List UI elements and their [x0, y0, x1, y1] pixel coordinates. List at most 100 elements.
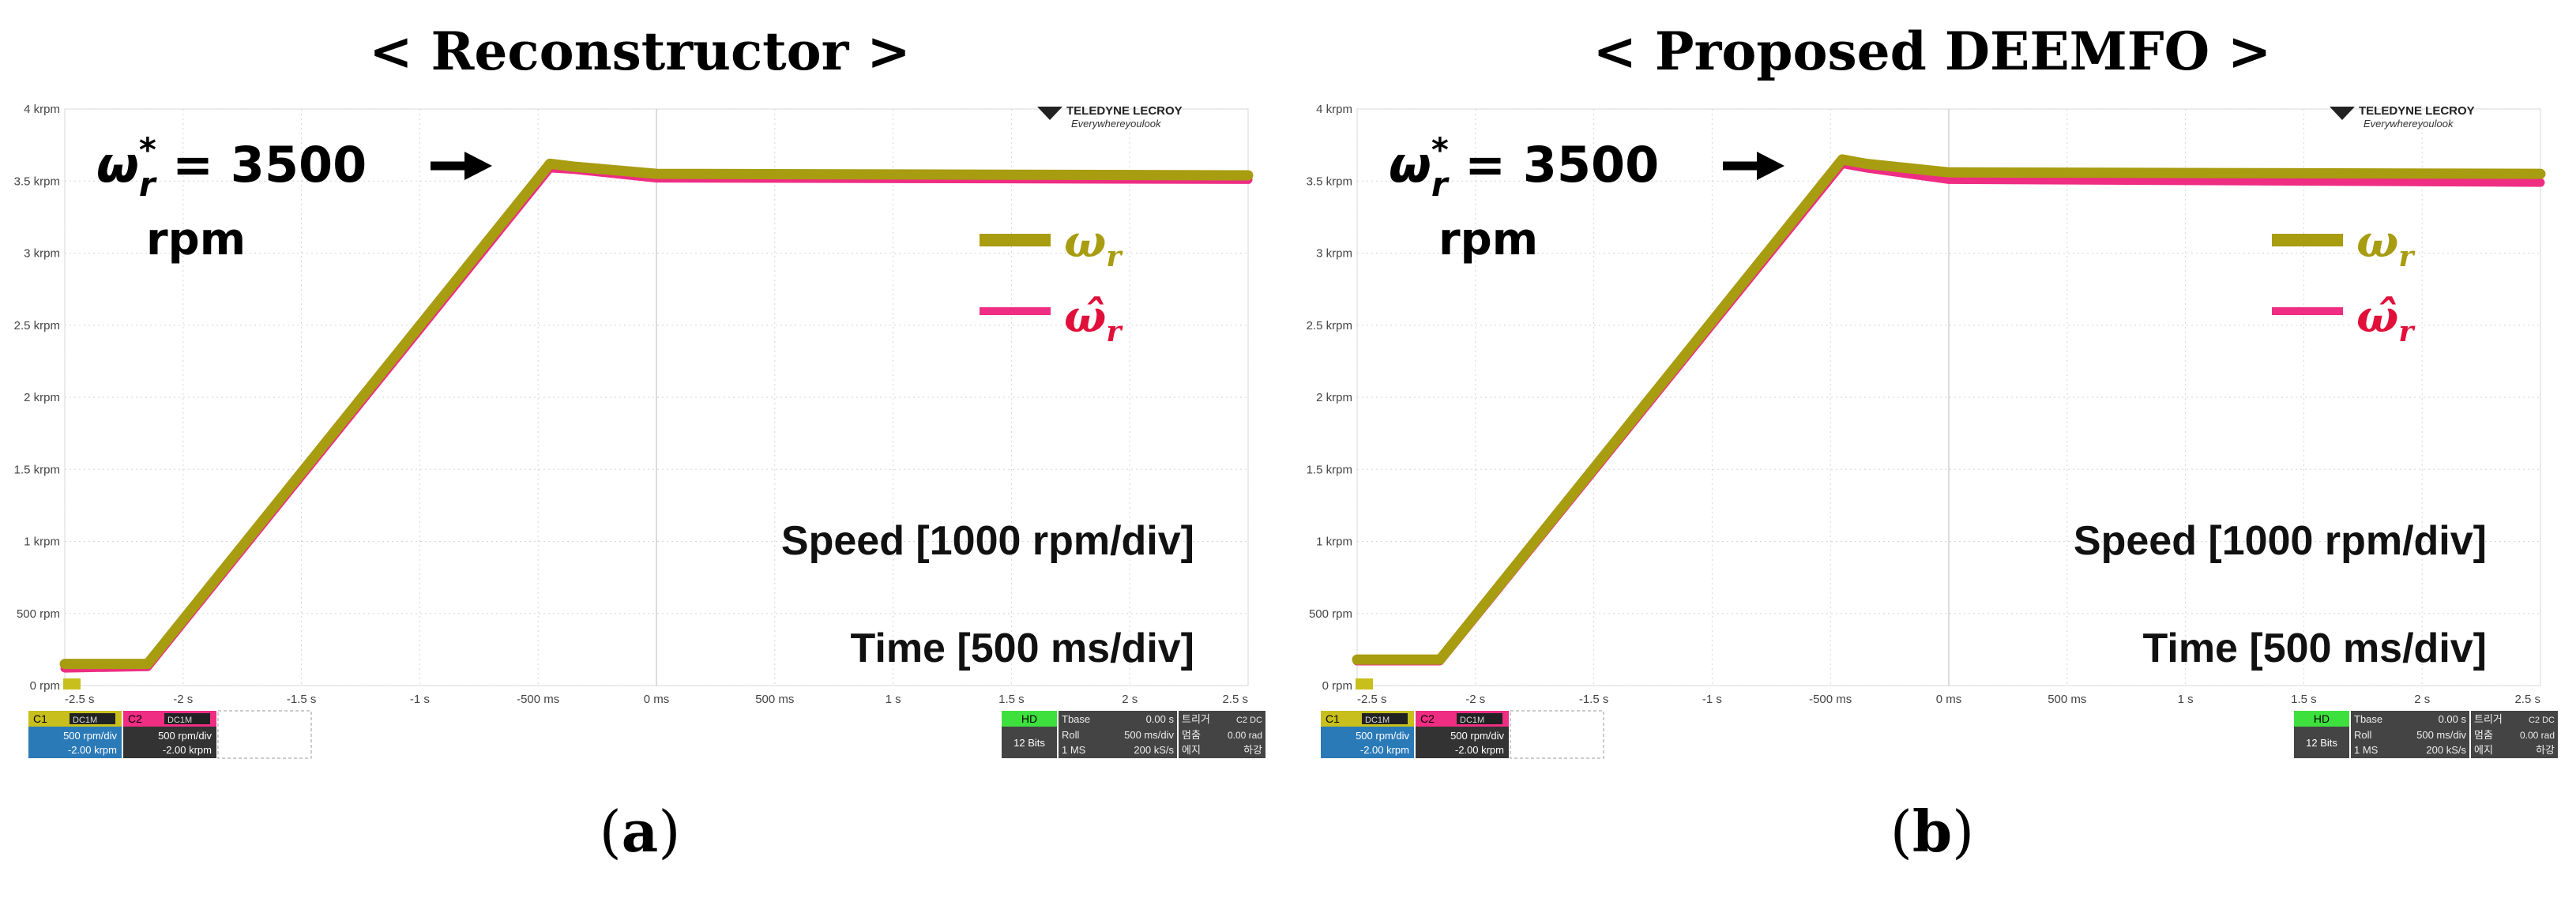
- svg-text:12 Bits: 12 Bits: [1013, 737, 1045, 749]
- svg-text:트리거: 트리거: [2474, 714, 2503, 726]
- svg-text:0.00 rad: 0.00 rad: [1228, 730, 1262, 741]
- svg-text:0.00 s: 0.00 s: [2439, 713, 2467, 725]
- legend-label-omega: ωr: [1064, 216, 1123, 273]
- x-tick-label: 500 ms: [755, 693, 794, 706]
- brand-logo: TELEDYNE LECROY Everywhereyoulook: [2330, 104, 2475, 130]
- legend-swatch-omega-hat: [980, 307, 1051, 315]
- omega-star-label: ω* r = 3500: [96, 130, 367, 204]
- svg-text:Tbase: Tbase: [1062, 713, 1090, 725]
- rpm-label: rpm: [1438, 214, 1538, 265]
- x-tick-label: 2 s: [2414, 693, 2430, 706]
- svg-text:에지: 에지: [1182, 745, 1201, 757]
- x-tick-label: 0 ms: [644, 693, 670, 706]
- y-tick-label: 3.5 krpm: [14, 175, 60, 188]
- x-tick-label: 1 s: [2178, 693, 2194, 706]
- svg-text:1 MS: 1 MS: [2354, 744, 2379, 756]
- svg-text:C2 DC: C2 DC: [2529, 716, 2555, 725]
- y-tick-label: 2 krpm: [24, 391, 60, 404]
- svg-text:에지: 에지: [2474, 745, 2493, 757]
- panel-title: < Reconstructor >: [369, 21, 911, 82]
- x-tick-label: -1 s: [410, 693, 430, 706]
- svg-text:하강: 하강: [2536, 745, 2555, 757]
- panel-title: < Proposed DEEMFO >: [1593, 21, 2272, 82]
- legend: ωr ω̂r: [980, 216, 1123, 348]
- legend-swatch-omega: [2272, 234, 2343, 246]
- x-tick-label: -1.5 s: [287, 693, 317, 706]
- svg-text:500 rpm/div: 500 rpm/div: [1450, 730, 1504, 742]
- svg-text:DC1M: DC1M: [73, 716, 97, 725]
- arrow-icon: [464, 152, 492, 180]
- svg-text:500 rpm/div: 500 rpm/div: [1356, 730, 1409, 742]
- x-tick-label: 500 ms: [2048, 693, 2086, 706]
- speed-scale-label: Speed [1000 rpm/div]: [781, 518, 1194, 564]
- svg-text:500 rpm/div: 500 rpm/div: [158, 730, 212, 742]
- svg-text:DC1M: DC1M: [1460, 716, 1484, 725]
- y-tick-label: 0 rpm: [1322, 679, 1352, 693]
- y-tick-label: 4 krpm: [24, 103, 60, 116]
- brand-name: TELEDYNE LECROY: [2359, 104, 2475, 118]
- legend-label-omega: ωr: [2356, 216, 2416, 273]
- x-tick-label: 1.5 s: [2291, 693, 2317, 706]
- svg-text:200 kS/s: 200 kS/s: [2426, 744, 2466, 756]
- svg-text:-2.00 krpm: -2.00 krpm: [1455, 744, 1504, 756]
- y-tick-label: 500 rpm: [17, 607, 60, 621]
- x-tick-label: -500 ms: [517, 693, 559, 706]
- x-tick-label: -2 s: [1465, 693, 1485, 706]
- x-tick-label: 2 s: [1122, 693, 1138, 706]
- svg-text:200 kS/s: 200 kS/s: [1134, 744, 1174, 756]
- y-tick-label: 2.5 krpm: [14, 319, 60, 333]
- svg-text:DC1M: DC1M: [167, 716, 192, 725]
- grid: [1356, 108, 2541, 686]
- x-tick-label: -2.5 s: [65, 693, 95, 706]
- x-tick-label: 1 s: [886, 693, 901, 706]
- y-axis: 0 rpm 500 rpm 1 krpm 1.5 krpm 2 krpm 2.5 krpm…: [1307, 103, 1352, 693]
- legend-swatch-omega-hat: [2272, 307, 2343, 315]
- svg-text:-2.00 krpm: -2.00 krpm: [163, 744, 212, 756]
- x-tick-label: -2.5 s: [1357, 693, 1387, 706]
- rpm-label: rpm: [146, 214, 246, 265]
- svg-text:Roll: Roll: [2354, 729, 2372, 741]
- grid: [64, 108, 1249, 686]
- c1-tag: C1: [1326, 712, 1340, 725]
- x-axis: -2.5 s -2 s -1.5 s -1 s -500 ms 0 ms 500 ms 1 s…: [1356, 678, 2540, 706]
- svg-text:멈춤: 멈춤: [2474, 730, 2493, 742]
- svg-text:0.00 rad: 0.00 rad: [2520, 730, 2555, 741]
- x-tick-label: 2.5 s: [2514, 693, 2540, 706]
- series-line: [59, 158, 1254, 670]
- panel-b: < Proposed DEEMFO > 0 rpm 500 rpm 1 krpm 1.…: [1300, 0, 2576, 898]
- x-axis: -2.5 s -2 s -1.5 s -1 s -500 ms 0 ms 500 ms 1 s…: [63, 678, 1248, 706]
- svg-text:HD: HD: [1021, 712, 1037, 725]
- time-scale-label: Time [500 ms/div]: [2143, 626, 2487, 671]
- svg-text:0.00 s: 0.00 s: [1146, 713, 1175, 725]
- brand-tagline: Everywhereyoulook: [1071, 118, 1162, 130]
- scope-chart: 0 rpm 500 rpm 1 krpm 1.5 krpm 2 krpm 2.5 krpm…: [14, 103, 1265, 759]
- legend-label-omega-hat: ω̂r: [1064, 291, 1123, 348]
- y-tick-label: 2 krpm: [1316, 391, 1352, 404]
- series-line: [1352, 154, 2546, 665]
- legend-label-omega-hat: ω̂r: [2356, 291, 2416, 348]
- y-tick-label: 3.5 krpm: [1307, 175, 1352, 188]
- c1-tag: C1: [33, 712, 47, 725]
- x-tick-label: -1.5 s: [1579, 693, 1609, 706]
- brand-name: TELEDYNE LECROY: [1066, 104, 1183, 118]
- y-tick-label: 3 krpm: [24, 247, 60, 261]
- svg-text:Tbase: Tbase: [2354, 713, 2382, 725]
- c2-tag: C2: [1420, 712, 1435, 725]
- svg-text:트리거: 트리거: [1182, 714, 1210, 726]
- svg-text:500 rpm/div: 500 rpm/div: [63, 730, 117, 742]
- x-tick-label: -2 s: [173, 693, 193, 706]
- svg-text:1 MS: 1 MS: [1062, 744, 1086, 756]
- traces: [59, 158, 1254, 673]
- y-tick-label: 1 krpm: [1316, 535, 1352, 549]
- x-tick-label: 1.5 s: [998, 693, 1025, 706]
- panel-caption: (b): [1890, 798, 1975, 865]
- svg-text:500 ms/div: 500 ms/div: [1124, 729, 1174, 741]
- arrow-icon: [1757, 152, 1784, 180]
- svg-text:-2.00 krpm: -2.00 krpm: [68, 744, 117, 756]
- ground-marker: [1356, 678, 1373, 689]
- y-tick-label: 3 krpm: [1316, 247, 1352, 261]
- ground-marker: [63, 678, 81, 689]
- svg-text:멈춤: 멈춤: [1182, 730, 1201, 742]
- y-tick-label: 1.5 krpm: [14, 463, 60, 476]
- reference-annotation: ω* r = 3500 rpm: [1389, 130, 1784, 265]
